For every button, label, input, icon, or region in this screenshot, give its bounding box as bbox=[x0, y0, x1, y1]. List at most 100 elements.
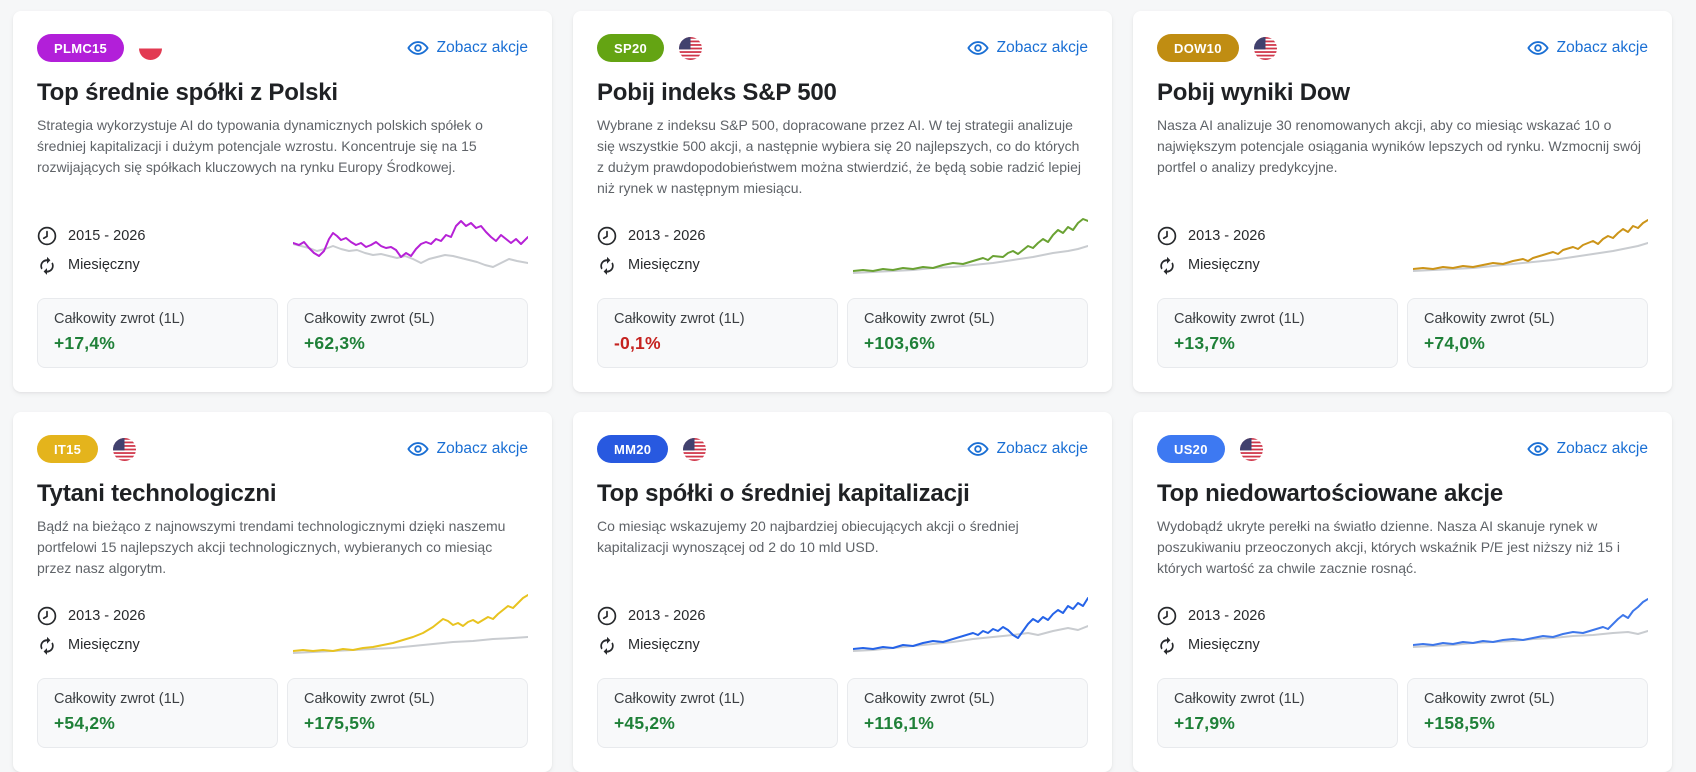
strategy-card-mm20: MM20 Zobacz akcje Top spółki o średniej … bbox=[573, 412, 1112, 772]
view-stocks-link[interactable]: Zobacz akcje bbox=[407, 37, 528, 59]
return-5y-box: Całkowity zwrot (5L) +103,6% bbox=[847, 298, 1088, 368]
refresh-icon bbox=[37, 255, 57, 275]
return-1y-box: Całkowity zwrot (1L) +45,2% bbox=[597, 678, 838, 748]
return-1y-box: Całkowity zwrot (1L) +17,9% bbox=[1157, 678, 1398, 748]
return-1y-value: +45,2% bbox=[614, 713, 676, 733]
return-1y-label: Całkowity zwrot (1L) bbox=[614, 311, 745, 327]
benchmark-line bbox=[1413, 630, 1648, 648]
returns-row: Całkowity zwrot (1L) +45,2% Całkowity zw… bbox=[597, 678, 1088, 748]
view-stocks-link[interactable]: Zobacz akcje bbox=[1527, 438, 1648, 460]
return-1y-box: Całkowity zwrot (1L) +54,2% bbox=[37, 678, 278, 748]
period-row: 2013 - 2026 bbox=[1157, 606, 1265, 626]
frequency-row: Miesięczny bbox=[37, 635, 145, 655]
refresh-icon bbox=[597, 255, 617, 275]
view-stocks-label: Zobacz akcje bbox=[996, 440, 1088, 457]
view-stocks-label: Zobacz akcje bbox=[996, 39, 1088, 56]
return-5y-box: Całkowity zwrot (5L) +175,5% bbox=[287, 678, 528, 748]
card-header: IT15 Zobacz akcje bbox=[37, 435, 528, 463]
clock-icon bbox=[37, 226, 57, 246]
strategy-line bbox=[293, 220, 528, 258]
return-1y-box: Całkowity zwrot (1L) -0,1% bbox=[597, 298, 838, 368]
strategy-line bbox=[293, 594, 528, 652]
period-label: 2013 - 2026 bbox=[1188, 608, 1266, 624]
period-row: 2013 - 2026 bbox=[1157, 226, 1265, 246]
strategy-description: Wydobądź ukryte perełki na światło dzien… bbox=[1157, 518, 1620, 576]
card-header: PLMC15 Zobacz akcje bbox=[37, 34, 528, 62]
strategy-card-plmc15: PLMC15 Zobacz akcje Top średnie spółki z… bbox=[13, 11, 552, 392]
usa-flag-icon bbox=[679, 37, 702, 60]
view-stocks-label: Zobacz akcje bbox=[436, 440, 528, 457]
ticker-badge: PLMC15 bbox=[37, 34, 125, 62]
meta-chart-row: 2013 - 2026 Miesięczny bbox=[1157, 593, 1648, 657]
refresh-icon bbox=[37, 635, 57, 655]
frequency-row: Miesięczny bbox=[37, 255, 145, 275]
view-stocks-link[interactable]: Zobacz akcje bbox=[967, 37, 1088, 59]
returns-row: Całkowity zwrot (1L) +13,7% Całkowity zw… bbox=[1157, 298, 1648, 368]
return-5y-value: +175,5% bbox=[304, 713, 375, 733]
return-5y-label: Całkowity zwrot (5L) bbox=[1424, 311, 1555, 327]
return-5y-value: +62,3% bbox=[304, 333, 366, 353]
strategy-line bbox=[1413, 219, 1648, 270]
view-stocks-link[interactable]: Zobacz akcje bbox=[967, 438, 1088, 460]
strategy-title: Tytani technologiczni bbox=[37, 480, 277, 507]
view-stocks-label: Zobacz akcje bbox=[436, 39, 528, 56]
return-5y-label: Całkowity zwrot (5L) bbox=[304, 691, 435, 707]
frequency-label: Miesięczny bbox=[628, 637, 700, 653]
return-1y-value: +13,7% bbox=[1174, 333, 1236, 353]
return-1y-label: Całkowity zwrot (1L) bbox=[1174, 311, 1305, 327]
return-5y-value: +158,5% bbox=[1424, 713, 1495, 733]
return-1y-value: +17,4% bbox=[54, 333, 116, 353]
eye-icon bbox=[407, 37, 429, 59]
strategy-title: Top średnie spółki z Polski bbox=[37, 79, 338, 106]
meta-chart-row: 2015 - 2026 Miesięczny bbox=[37, 213, 528, 277]
benchmark-line bbox=[293, 243, 528, 268]
strategy-description: Bądź na bieżąco z najnowszymi trendami t… bbox=[37, 518, 506, 576]
usa-flag-icon bbox=[1240, 438, 1263, 461]
meta-chart-row: 2013 - 2026 Miesięczny bbox=[597, 593, 1088, 657]
return-5y-label: Całkowity zwrot (5L) bbox=[864, 311, 995, 327]
performance-sparkline bbox=[293, 220, 528, 268]
eye-icon bbox=[967, 438, 989, 460]
strategy-title: Top spółki o średniej kapitalizacji bbox=[597, 480, 970, 507]
period-row: 2013 - 2026 bbox=[597, 226, 705, 246]
returns-row: Całkowity zwrot (1L) -0,1% Całkowity zwr… bbox=[597, 298, 1088, 368]
frequency-row: Miesięczny bbox=[597, 255, 705, 275]
strategy-line bbox=[853, 218, 1088, 272]
return-5y-value: +74,0% bbox=[1424, 333, 1486, 353]
ticker-badge: US20 bbox=[1157, 435, 1225, 463]
strategy-description: Co miesiąc wskazujemy 20 najbardziej obi… bbox=[597, 518, 1019, 555]
ticker-badge: DOW10 bbox=[1157, 34, 1239, 62]
strategy-description: Strategia wykorzystuje AI do typowania d… bbox=[37, 117, 483, 175]
performance-sparkline bbox=[293, 594, 528, 654]
return-5y-box: Całkowity zwrot (5L) +62,3% bbox=[287, 298, 528, 368]
view-stocks-link[interactable]: Zobacz akcje bbox=[407, 438, 528, 460]
refresh-icon bbox=[597, 635, 617, 655]
usa-flag-icon bbox=[1254, 37, 1277, 60]
view-stocks-label: Zobacz akcje bbox=[1556, 39, 1648, 56]
return-1y-box: Całkowity zwrot (1L) +13,7% bbox=[1157, 298, 1398, 368]
returns-row: Całkowity zwrot (1L) +17,4% Całkowity zw… bbox=[37, 298, 528, 368]
frequency-row: Miesięczny bbox=[1157, 255, 1265, 275]
usa-flag-icon bbox=[113, 438, 136, 461]
performance-sparkline bbox=[1413, 598, 1648, 648]
refresh-icon bbox=[1157, 635, 1177, 655]
strategy-card-it15: IT15 Zobacz akcje Tytani technologiczni … bbox=[13, 412, 552, 772]
card-header: SP20 Zobacz akcje bbox=[597, 34, 1088, 62]
view-stocks-label: Zobacz akcje bbox=[1556, 440, 1648, 457]
usa-flag-icon bbox=[683, 438, 706, 461]
return-1y-label: Całkowity zwrot (1L) bbox=[1174, 691, 1305, 707]
performance-sparkline bbox=[1413, 219, 1648, 272]
period-label: 2013 - 2026 bbox=[628, 608, 706, 624]
benchmark-line bbox=[853, 245, 1088, 274]
view-stocks-link[interactable]: Zobacz akcje bbox=[1527, 37, 1648, 59]
frequency-label: Miesięczny bbox=[628, 257, 700, 273]
meta-chart-row: 2013 - 2026 Miesięczny bbox=[1157, 213, 1648, 277]
period-row: 2013 - 2026 bbox=[37, 606, 145, 626]
period-label: 2015 - 2026 bbox=[68, 228, 146, 244]
eye-icon bbox=[407, 438, 429, 460]
strategy-card-sp20: SP20 Zobacz akcje Pobij indeks S&P 500 W… bbox=[573, 11, 1112, 392]
return-5y-label: Całkowity zwrot (5L) bbox=[1424, 691, 1555, 707]
card-header: US20 Zobacz akcje bbox=[1157, 435, 1648, 463]
meta-chart-row: 2013 - 2026 Miesięczny bbox=[597, 213, 1088, 277]
clock-icon bbox=[597, 226, 617, 246]
